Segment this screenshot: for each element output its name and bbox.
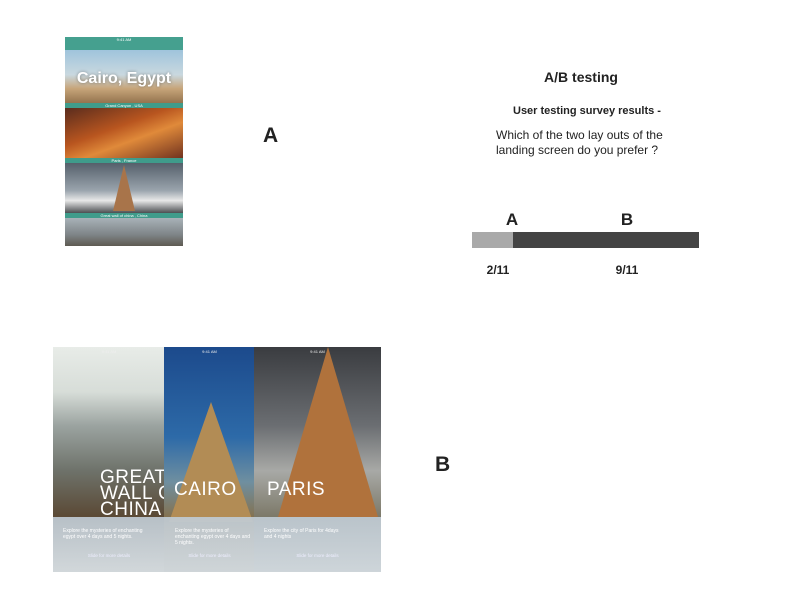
info-panel	[164, 517, 255, 572]
screen-great-wall: 9:41 AM GREAT WALL OF CHINA Explore the …	[53, 347, 165, 572]
caption: Paris , France	[65, 158, 183, 163]
screen-description: Explore the mysteries of enchanting egyp…	[175, 528, 251, 546]
info-panel	[53, 517, 165, 572]
label-b: B	[435, 453, 451, 476]
screen-title: CAIRO	[174, 479, 237, 500]
wall-image	[65, 218, 183, 246]
screen-cairo: 9:41 AM CAIRO Explore the mysteries of e…	[164, 347, 255, 572]
tower	[278, 347, 378, 517]
status-time: 9:41 AM	[116, 37, 132, 42]
bar-segment	[513, 232, 699, 248]
screen-hint: Slide for more details	[87, 553, 131, 558]
count-label: 9/11	[615, 263, 639, 277]
phone-a: 9:41 AM Cairo, Egypt Grand Canyon , USA …	[65, 37, 183, 246]
status-bar: 9:41 AM	[65, 37, 183, 50]
survey-subtitle: User testing survey results -	[513, 105, 661, 117]
bar-segment	[472, 232, 514, 248]
cairo-image	[65, 50, 183, 105]
status-time: 9:41 AM	[101, 349, 117, 354]
option-label: B	[620, 210, 634, 229]
screen-paris: 9:41 AM PARIS Explore the city of Paris …	[254, 347, 381, 572]
info-panel	[254, 517, 381, 572]
status-time: 9:41 AM	[310, 349, 325, 354]
caption: Grand Canyon , USA	[65, 103, 183, 108]
status-time: 9:41 AM	[202, 349, 217, 354]
survey-title: A/B testing	[544, 69, 618, 85]
caption: Great wall of china , China	[65, 213, 183, 218]
label-a: A	[263, 124, 279, 147]
canyon-image	[65, 108, 183, 160]
screen-title: PARIS	[267, 479, 326, 500]
paris-image	[65, 163, 183, 213]
screen-description: Explore the mysteries of enchanting egyp…	[63, 528, 143, 540]
tower	[113, 165, 135, 211]
screen-title: GREAT WALL OF CHINA	[100, 467, 165, 520]
result-bar	[472, 232, 699, 248]
pyramid	[169, 402, 253, 522]
option-label: A	[505, 210, 519, 229]
survey-question: Which of the two lay outs of the landing…	[496, 128, 663, 157]
count-label: 2/11	[486, 263, 510, 277]
screen-hint: Slide for more details	[188, 553, 231, 558]
screen-description: Explore the city of Paris for 4days and …	[264, 528, 339, 540]
header-title: Cairo, Egypt	[76, 70, 172, 87]
screen-hint: Slide for more details	[296, 553, 339, 558]
